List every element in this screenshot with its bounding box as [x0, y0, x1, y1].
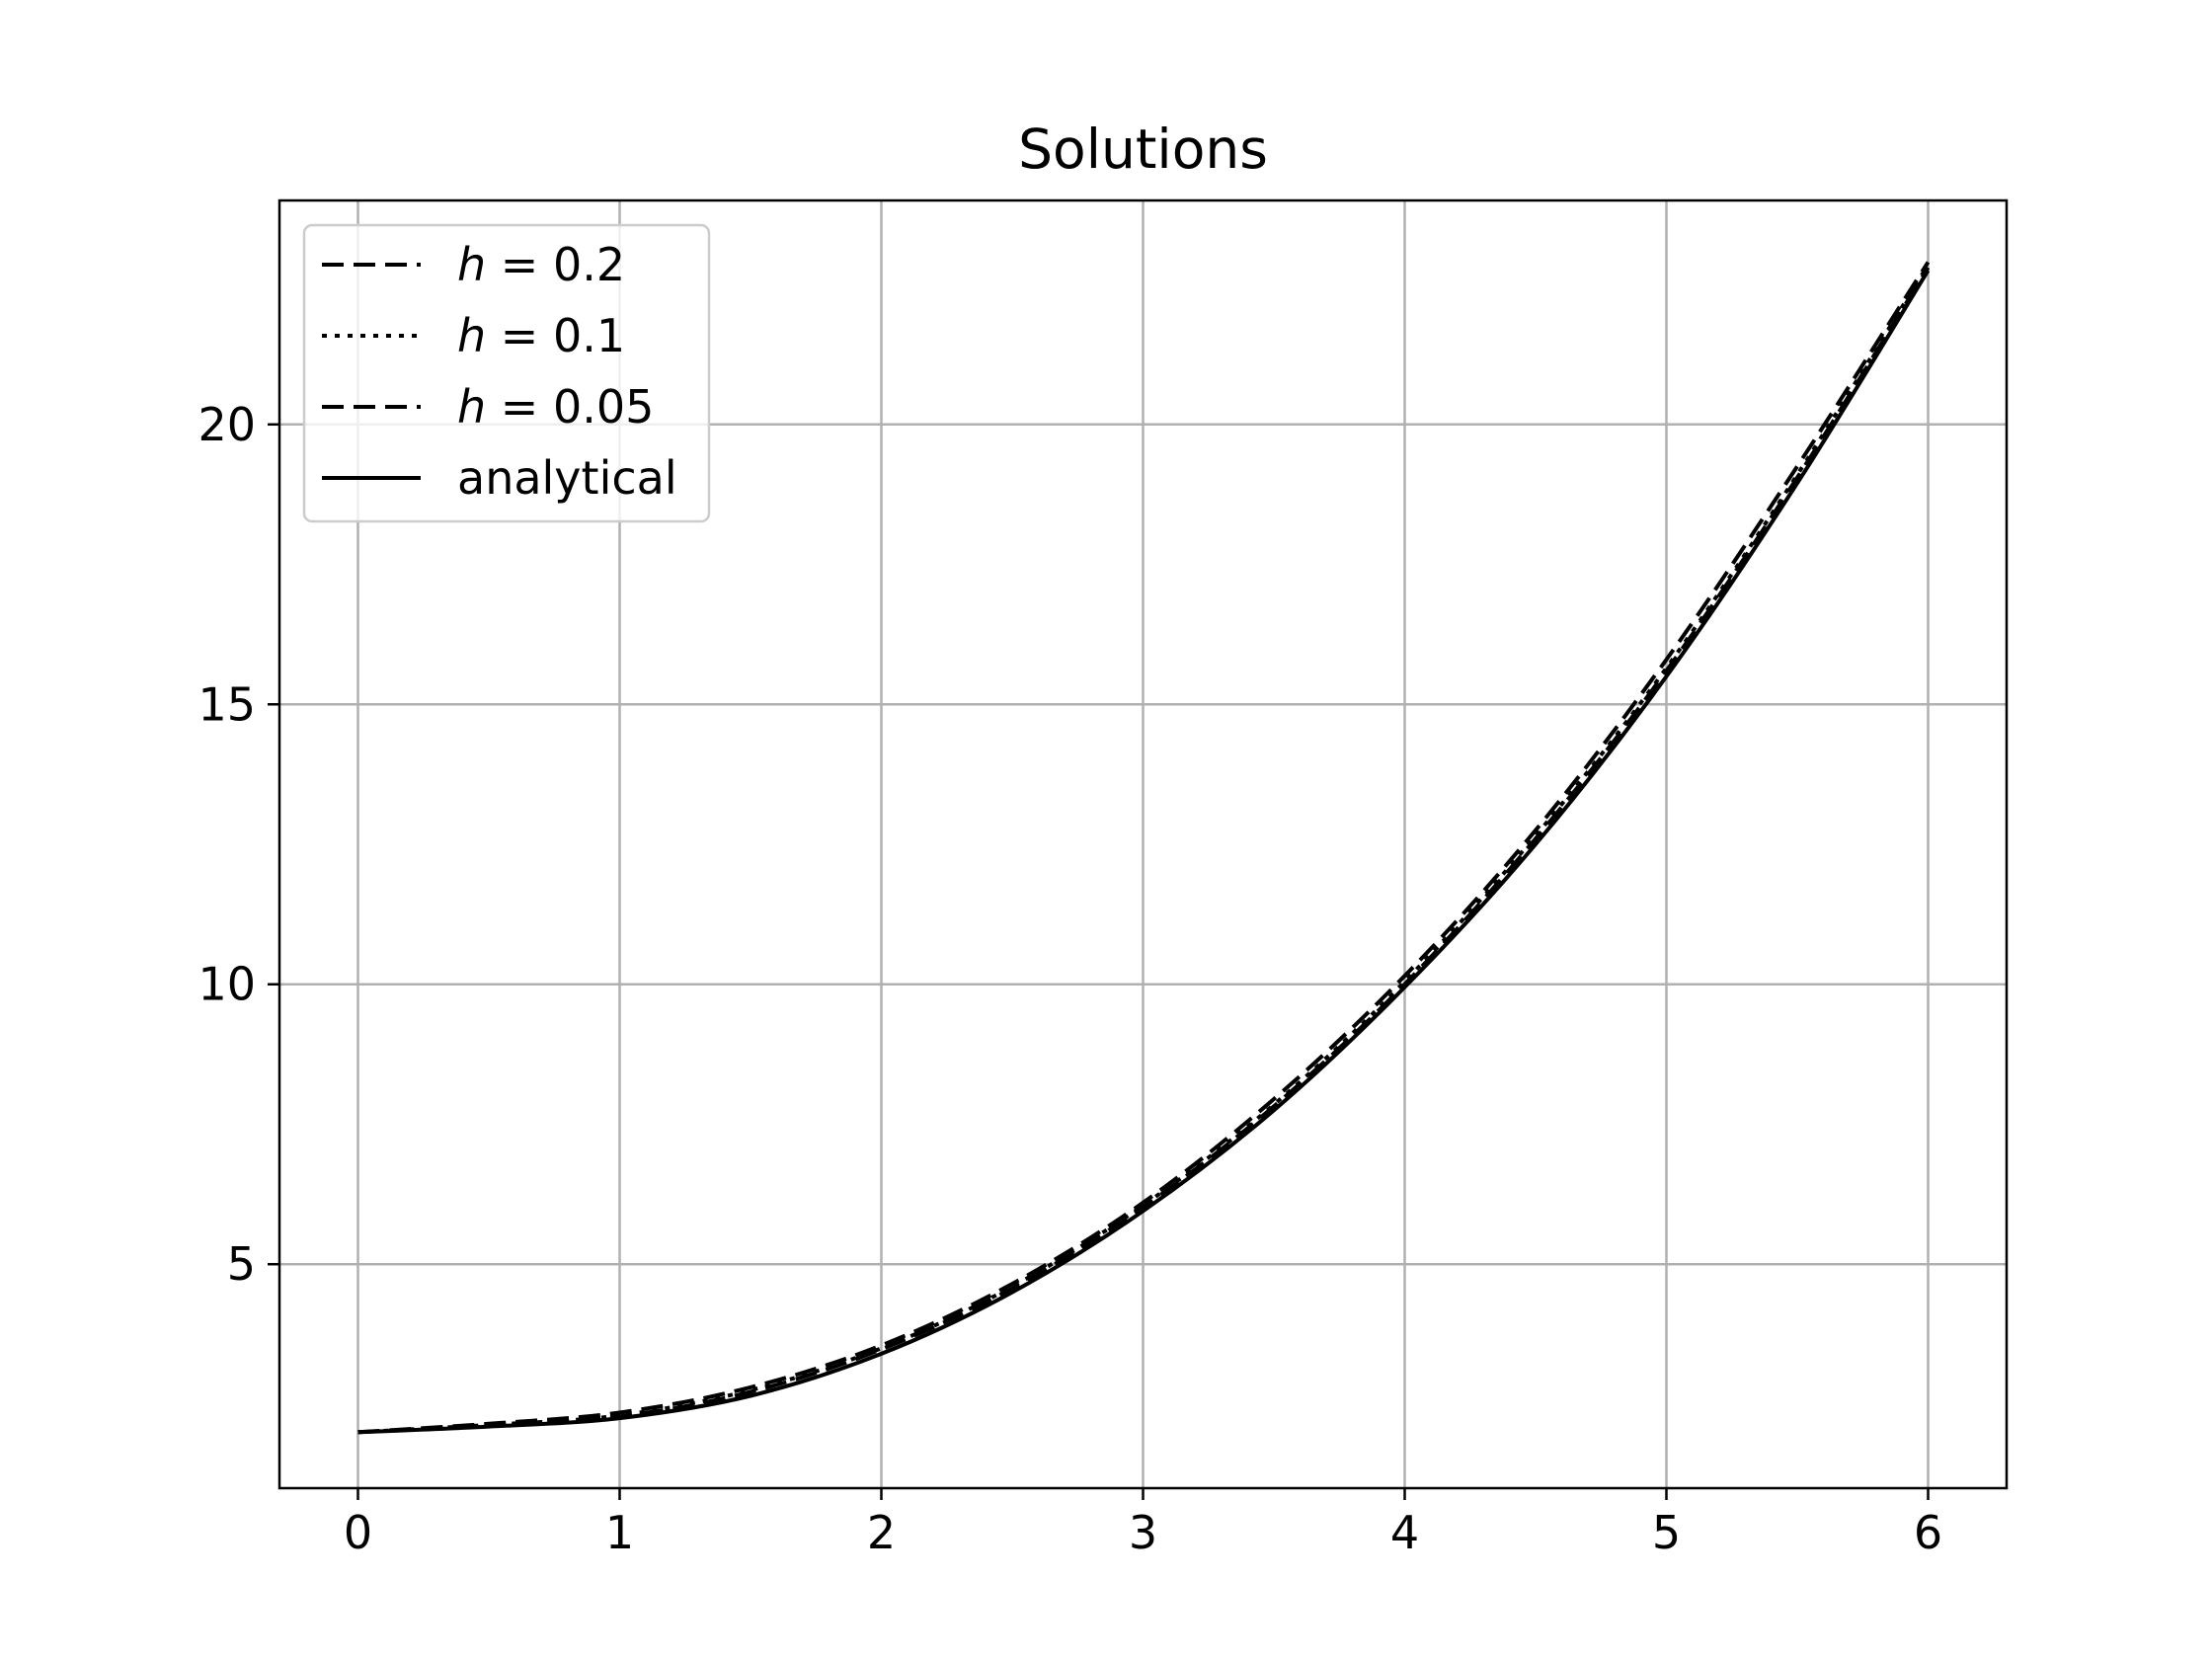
y-tick-label: 5: [227, 1237, 256, 1291]
series-lines: [357, 261, 1931, 1435]
grid: [279, 200, 2007, 1488]
series-line-4: [357, 269, 1931, 1435]
chart-title: Solutions: [1018, 118, 1268, 181]
x-tick-label: 3: [1129, 1506, 1157, 1559]
legend-label-3: h = 0.05: [457, 380, 654, 434]
legend-value: = 0.2: [486, 238, 625, 291]
legend-value: = 0.05: [486, 380, 654, 434]
legend-name: analytical: [457, 451, 677, 505]
y-tick-label: 20: [198, 398, 256, 451]
ticks: 0 1 2 3 4 5 6 5 10 15 20: [198, 398, 1942, 1559]
series-line-1: [357, 261, 1931, 1435]
x-tick-label: 0: [344, 1506, 372, 1559]
x-tick-label: 4: [1390, 1506, 1419, 1559]
legend-label-4: analytical: [457, 451, 677, 505]
legend-box: [302, 223, 711, 523]
legend-variable: h: [457, 238, 486, 291]
legend-variable: h: [457, 380, 486, 434]
legend-label-2: h = 0.1: [457, 309, 625, 362]
x-tick-label: 6: [1914, 1506, 1942, 1559]
y-tick-label: 10: [198, 958, 256, 1011]
x-tick-label: 1: [605, 1506, 634, 1559]
y-tick-label: 15: [198, 677, 256, 731]
legend-label-1: h = 0.2: [457, 238, 625, 291]
legend-value: = 0.1: [486, 309, 625, 362]
x-tick-label: 5: [1652, 1506, 1681, 1559]
x-tick-label: 2: [867, 1506, 896, 1559]
legend-variable: h: [457, 309, 486, 362]
